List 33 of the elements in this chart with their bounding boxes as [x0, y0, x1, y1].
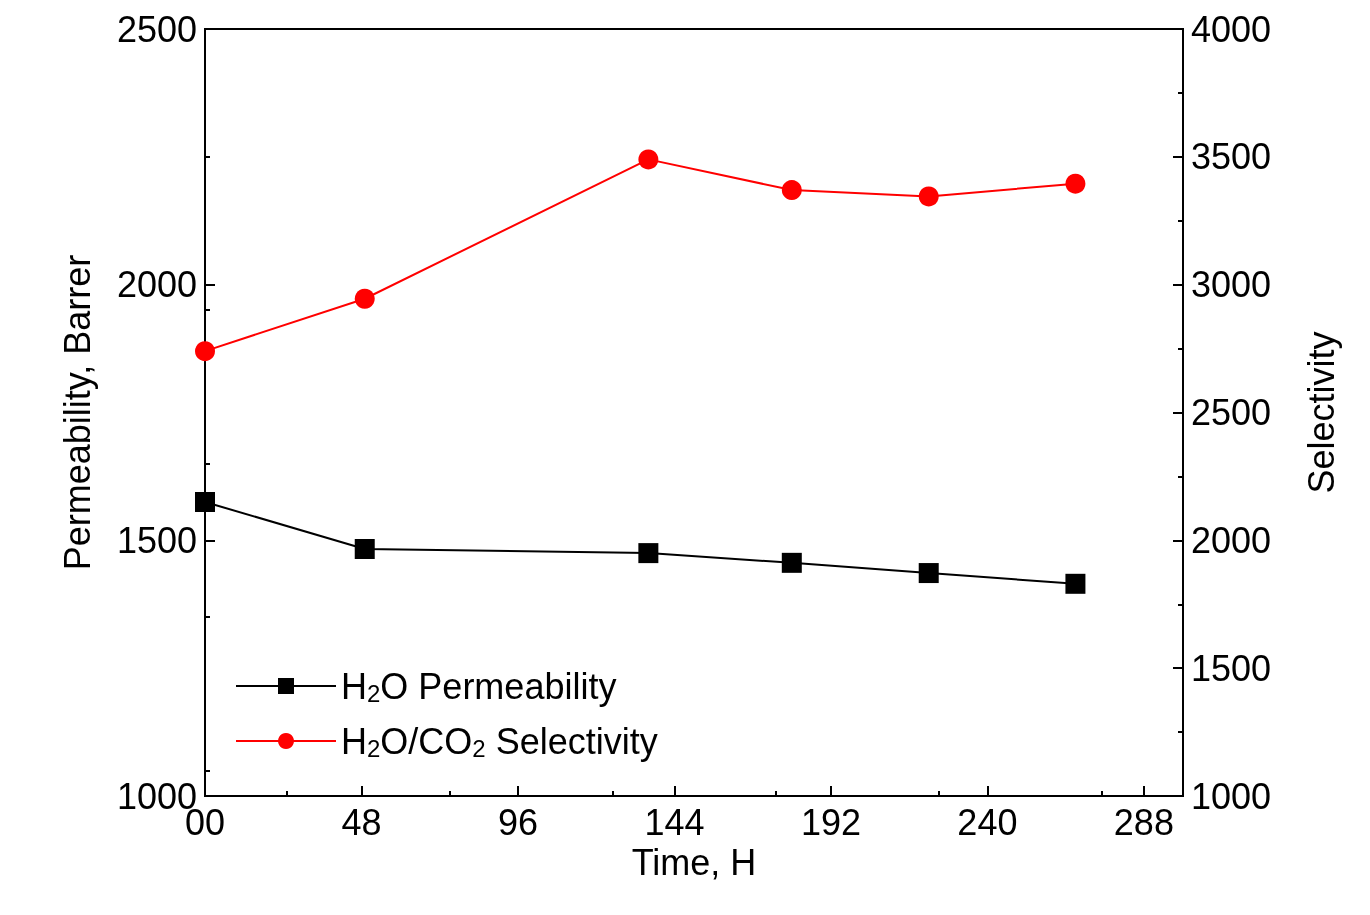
point: [195, 491, 215, 512]
x-axis-title: Time, H: [631, 842, 757, 884]
x-tick-label: 192: [800, 801, 861, 843]
point: [354, 539, 375, 560]
y2-tick-label: 3500: [1191, 136, 1272, 178]
x-tick-label: 288: [1113, 801, 1174, 843]
point: [781, 180, 802, 201]
y2-tick-label: 3000: [1191, 264, 1272, 306]
x-tick-label: 144: [644, 801, 705, 843]
x-tick-label: 96: [497, 801, 538, 843]
y2-tick-label: 2500: [1191, 392, 1272, 433]
y-tick-label: 2000: [116, 264, 197, 306]
point: [1065, 573, 1086, 594]
point: [918, 186, 939, 207]
point: [1065, 173, 1086, 194]
point: [781, 552, 802, 573]
y-tick-label: 1500: [116, 519, 197, 561]
point: [638, 543, 659, 564]
y2-tick-label: 1500: [1191, 647, 1272, 689]
y2-axis-title: Selectivity: [1300, 331, 1342, 494]
point: [195, 341, 215, 362]
y2-tick-label: 4000: [1191, 8, 1272, 50]
x-tick-label: 48: [341, 801, 382, 843]
y2-tick-label: 2000: [1191, 519, 1272, 561]
y-tick-label: 2500: [116, 8, 197, 50]
legend-label: H2O/CO2 Selectivity: [341, 720, 658, 762]
x-tick-label: 240: [957, 801, 1018, 843]
point: [354, 288, 375, 309]
y2-tick-label: 1000: [1191, 775, 1272, 817]
y-axis-title: Permeability, Barrer: [56, 254, 98, 571]
point: [638, 149, 659, 170]
legend-label: H2O Permeability: [341, 665, 617, 707]
point: [918, 563, 939, 584]
